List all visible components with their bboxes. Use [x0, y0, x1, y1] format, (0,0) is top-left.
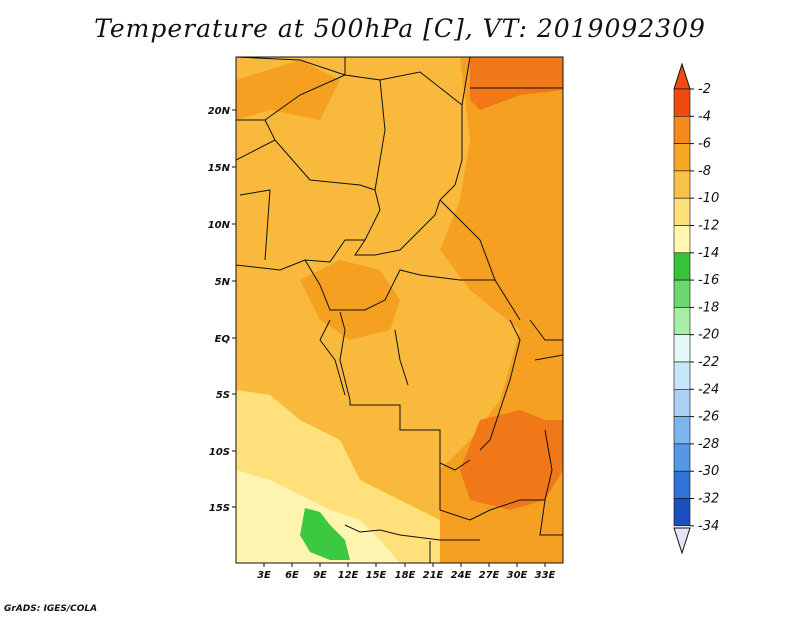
colorbar-swatch [673, 279, 691, 308]
grads-credit: GrADS: IGES/COLA [4, 604, 98, 614]
colorbar-swatch [673, 388, 691, 417]
lon-label-30e: 30E [507, 570, 528, 581]
colorbar-label: -12 [698, 219, 719, 234]
colorbar-swatch [673, 498, 691, 527]
colorbar-label: -14 [698, 246, 719, 261]
lat-label-15n: 15N [208, 163, 231, 174]
lat-label-10n: 10N [208, 220, 231, 231]
country-borders [236, 57, 563, 563]
temperature-field [236, 57, 563, 563]
lat-label-15s: 15S [209, 503, 230, 514]
colorbar-label: -18 [698, 300, 719, 315]
colorbar-label: -20 [698, 328, 719, 343]
colorbar-swatch [673, 197, 691, 226]
colorbar-label: -24 [698, 382, 719, 397]
colorbar-label: -28 [698, 437, 719, 452]
colorbar: -2 -4 -6 -8 -10 -12 -14 -16 -18 -20 -22 … [673, 62, 719, 555]
lon-label-24e: 24E [451, 570, 472, 581]
lon-label-6e: 6E [285, 570, 299, 581]
lon-label-12e: 12E [338, 570, 359, 581]
colorbar-swatch [673, 443, 691, 472]
map-title: Temperature at 500hPa [C], VT: 201909230… [94, 14, 706, 43]
lat-label-eq: EQ [215, 334, 231, 345]
lat-label-5s: 5S [216, 390, 230, 401]
colorbar-label: -22 [698, 355, 719, 370]
lat-label-20n: 20N [208, 106, 231, 117]
lon-label-3e: 3E [257, 570, 271, 581]
lon-label-18e: 18E [395, 570, 416, 581]
colorbar-bottom-triangle [673, 527, 691, 555]
colorbar-swatch [673, 334, 691, 363]
colorbar-swatch [673, 361, 691, 390]
colorbar-swatch [673, 88, 691, 117]
colorbar-swatch [673, 252, 691, 281]
colorbar-label: -4 [698, 109, 711, 124]
colorbar-label: -30 [698, 464, 719, 479]
colorbar-label: -8 [698, 164, 711, 179]
lat-label-10s: 10S [209, 447, 230, 458]
colorbar-swatch [673, 307, 691, 335]
lon-label-9e: 9E [313, 570, 327, 581]
lat-label-5n: 5N [215, 277, 231, 288]
colorbar-label: -2 [698, 82, 711, 97]
colorbar-label: -10 [698, 191, 719, 206]
lon-label-27e: 27E [479, 570, 500, 581]
lon-label-15e: 15E [366, 570, 387, 581]
colorbar-swatch [673, 225, 691, 254]
lon-label-33e: 33E [535, 570, 556, 581]
colorbar-label: -6 [698, 137, 711, 152]
colorbar-top-triangle [673, 62, 691, 90]
lon-label-21e: 21E [423, 570, 444, 581]
colorbar-label: -26 [698, 410, 719, 425]
map-frame [235, 56, 564, 564]
colorbar-swatch [673, 116, 691, 144]
colorbar-label: -16 [698, 273, 719, 288]
colorbar-swatch [673, 470, 691, 499]
colorbar-swatch [673, 143, 691, 172]
axis-ticks [232, 109, 546, 567]
colorbar-label: -34 [698, 519, 719, 534]
colorbar-label: -32 [698, 492, 719, 507]
colorbar-swatch [673, 416, 691, 445]
colorbar-swatch [673, 170, 691, 199]
